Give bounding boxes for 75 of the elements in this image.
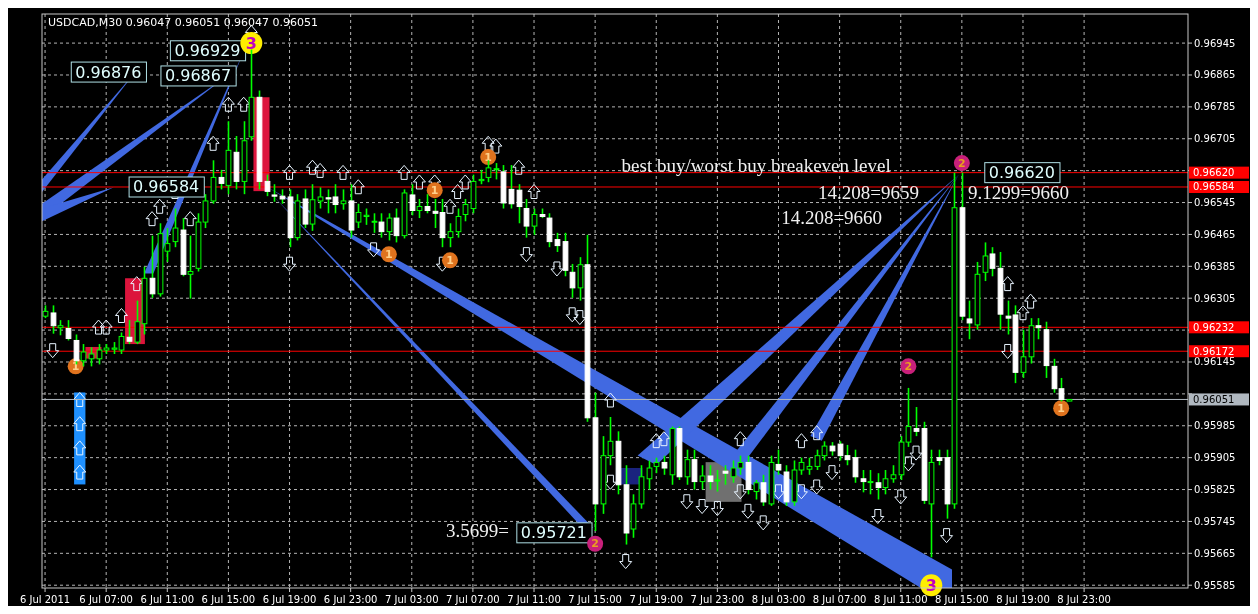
y-tick-label: 0.96465 [1194, 228, 1236, 240]
annotation: 0.96620 [988, 163, 1055, 183]
annotation: 0.96929 [174, 41, 241, 61]
candlestick [531, 207, 538, 236]
y-tick-label: 0.95745 [1194, 515, 1236, 527]
annotation: 3 [925, 575, 937, 595]
y-tick-label: 0.96865 [1194, 69, 1236, 81]
annotation: 0.96584 [133, 177, 200, 197]
y-tick-label: 0.95665 [1194, 547, 1236, 559]
candlestick [699, 464, 706, 491]
x-tick-label: 7 Jul 15:00 [568, 593, 622, 605]
annotation: 14.208=9660 [781, 206, 883, 228]
annotation: 1 [484, 150, 492, 164]
candlestick [416, 198, 423, 219]
candlestick [65, 319, 72, 342]
x-tick-label: 6 Jul 11:00 [140, 593, 195, 605]
y-tick-label: 0.96385 [1194, 260, 1236, 272]
annotation: 1 [1057, 401, 1065, 415]
annotation: 2 [958, 156, 966, 170]
ref-line-label: 0.96051 [1193, 393, 1235, 405]
candlestick [753, 479, 760, 501]
ref-line-label: 0.96172 [1193, 345, 1235, 357]
annotation: 1 [446, 253, 454, 267]
candlestick [172, 207, 179, 248]
y-tick-label: 0.95825 [1194, 484, 1236, 496]
annotation: 3 [245, 33, 257, 53]
ref-line-label: 0.96584 [1193, 181, 1235, 193]
x-tick-label: 7 Jul 19:00 [629, 593, 684, 605]
candlestick [684, 448, 691, 486]
x-tick-label: 8 Jul 23:00 [1057, 593, 1111, 605]
annotation: 0.96876 [75, 62, 142, 82]
x-tick-label: 7 Jul 07:00 [446, 593, 500, 605]
candlestick [714, 469, 721, 493]
y-tick-label: 0.96305 [1194, 292, 1236, 304]
y-tick-label: 0.95905 [1194, 452, 1236, 464]
annotation: 1 [385, 247, 393, 261]
candlestick [371, 212, 378, 234]
candlestick [867, 469, 874, 496]
annotation: 0.96867 [164, 66, 232, 86]
candlestick [386, 212, 393, 242]
ref-line-label: 0.96232 [1193, 321, 1235, 333]
x-tick-label: 7 Jul 23:00 [690, 593, 745, 605]
candlestick [340, 188, 347, 211]
x-tick-label: 8 Jul 15:00 [935, 593, 989, 605]
chart-title: USDCAD,M30 0.96047 0.96051 0.96047 0.96051 [48, 16, 319, 29]
annotation: 9.1299=9660 [968, 181, 1070, 203]
ref-line-label: 0.96620 [1193, 167, 1235, 179]
x-tick-label: 8 Jul 07:00 [812, 593, 867, 605]
x-tick-label: 6 Jul 19:00 [262, 593, 317, 605]
candlestick [982, 241, 989, 282]
annotation: 0.95721 [520, 523, 587, 543]
x-tick-label: 6 Jul 23:00 [323, 593, 378, 605]
x-tick-label: 8 Jul 11:00 [873, 593, 928, 605]
x-tick-label: 8 Jul 19:00 [996, 593, 1050, 605]
candlestick [187, 234, 194, 300]
y-tick-label: 0.96945 [1194, 37, 1236, 49]
y-tick-label: 0.95985 [1194, 420, 1236, 432]
x-tick-label: 6 Jul 15:00 [201, 593, 256, 605]
y-tick-label: 0.96785 [1194, 101, 1236, 113]
x-tick-label: 8 Jul 03:00 [751, 593, 806, 605]
x-tick-label: 6 Jul 07:00 [79, 593, 133, 605]
y-tick-label: 0.96705 [1194, 133, 1236, 145]
y-tick-label: 0.95585 [1194, 579, 1236, 591]
x-tick-label: 6 Jul 2011 [19, 593, 71, 605]
annotation: 1 [430, 183, 439, 197]
candlestick [577, 256, 584, 302]
y-tick-label: 0.96145 [1194, 356, 1236, 368]
annotation: best buy/worst buy breakeven level [621, 154, 891, 176]
x-tick-label: 7 Jul 11:00 [507, 593, 561, 605]
annotation: 2 [904, 359, 913, 373]
annotation: 14.208=9659 [817, 181, 919, 203]
annotation: 2 [591, 537, 599, 551]
x-tick-label: 7 Jul 03:00 [384, 593, 439, 605]
y-tick-label: 0.96545 [1194, 197, 1236, 209]
annotation: 3.5699= [446, 520, 509, 542]
